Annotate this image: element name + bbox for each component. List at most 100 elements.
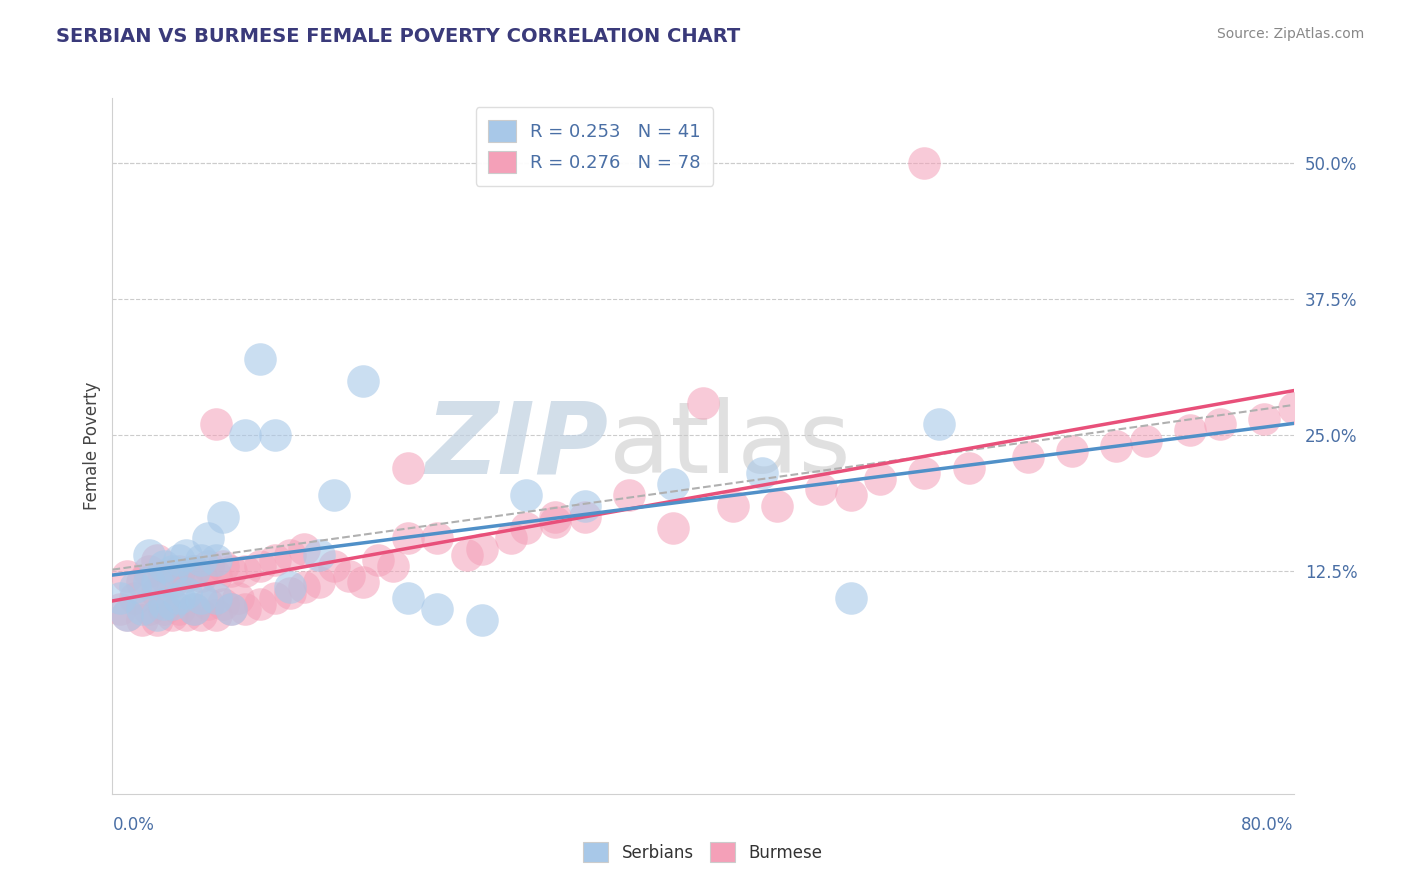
Point xyxy=(278,580,301,594)
Point xyxy=(117,607,138,622)
Point xyxy=(190,569,212,583)
Point xyxy=(183,564,205,578)
Point xyxy=(515,488,537,502)
Text: Source: ZipAtlas.com: Source: ZipAtlas.com xyxy=(1216,27,1364,41)
Point xyxy=(456,548,478,562)
Point xyxy=(124,591,146,606)
Point xyxy=(167,591,190,606)
Point xyxy=(160,564,183,578)
Point xyxy=(219,602,242,616)
Point xyxy=(233,564,256,578)
Point xyxy=(264,591,287,606)
Text: ZIP: ZIP xyxy=(426,398,609,494)
Point xyxy=(396,591,419,606)
Point xyxy=(914,466,936,480)
Point xyxy=(721,499,744,513)
Point xyxy=(219,564,242,578)
Point xyxy=(914,156,936,170)
Point xyxy=(323,488,346,502)
Point xyxy=(810,483,832,497)
Point xyxy=(183,602,205,616)
Point xyxy=(197,558,219,573)
Point xyxy=(131,602,153,616)
Point xyxy=(382,558,405,573)
Point xyxy=(292,580,315,594)
Point xyxy=(692,395,714,409)
Point xyxy=(1105,439,1128,453)
Point xyxy=(212,509,235,524)
Point xyxy=(337,569,360,583)
Point xyxy=(292,542,315,557)
Point xyxy=(138,602,160,616)
Point xyxy=(278,548,301,562)
Point xyxy=(160,574,183,589)
Point xyxy=(367,553,389,567)
Point xyxy=(153,597,176,611)
Point xyxy=(278,586,301,600)
Point xyxy=(160,597,183,611)
Point xyxy=(160,607,183,622)
Point xyxy=(190,591,212,606)
Legend: Serbians, Burmese: Serbians, Burmese xyxy=(576,836,830,869)
Point xyxy=(352,374,374,388)
Point xyxy=(131,613,153,627)
Point xyxy=(1208,417,1232,432)
Point xyxy=(174,569,197,583)
Point xyxy=(167,553,190,567)
Point xyxy=(396,532,419,546)
Point xyxy=(662,477,685,491)
Point xyxy=(249,558,271,573)
Point xyxy=(264,428,287,442)
Point xyxy=(153,602,176,616)
Point xyxy=(138,564,160,578)
Point xyxy=(153,569,176,583)
Point xyxy=(264,553,287,567)
Point xyxy=(544,509,567,524)
Point xyxy=(205,569,228,583)
Point xyxy=(308,574,330,589)
Point xyxy=(426,532,449,546)
Point xyxy=(515,520,537,534)
Point xyxy=(233,428,256,442)
Point xyxy=(662,520,685,534)
Point xyxy=(153,558,176,573)
Point xyxy=(197,532,219,546)
Point xyxy=(212,558,235,573)
Point xyxy=(1062,444,1084,458)
Point xyxy=(1135,434,1157,448)
Point xyxy=(470,542,494,557)
Point xyxy=(869,472,891,486)
Text: 0.0%: 0.0% xyxy=(112,816,155,834)
Point xyxy=(174,586,197,600)
Text: 80.0%: 80.0% xyxy=(1241,816,1294,834)
Point xyxy=(205,591,228,606)
Point xyxy=(146,553,169,567)
Point xyxy=(352,574,374,589)
Point xyxy=(249,597,271,611)
Text: atlas: atlas xyxy=(609,398,851,494)
Point xyxy=(197,597,219,611)
Point xyxy=(544,515,567,529)
Point xyxy=(138,548,160,562)
Point xyxy=(574,509,596,524)
Point xyxy=(146,613,169,627)
Point xyxy=(323,558,346,573)
Point xyxy=(183,602,205,616)
Point xyxy=(957,460,980,475)
Y-axis label: Female Poverty: Female Poverty xyxy=(83,382,101,510)
Point xyxy=(108,591,131,606)
Point xyxy=(619,488,641,502)
Point xyxy=(426,602,449,616)
Point xyxy=(1253,412,1275,426)
Point xyxy=(249,351,271,366)
Point xyxy=(167,564,190,578)
Point xyxy=(138,574,160,589)
Point xyxy=(131,574,153,589)
Point xyxy=(501,532,523,546)
Point xyxy=(1017,450,1039,464)
Point xyxy=(190,553,212,567)
Point xyxy=(574,499,596,513)
Point xyxy=(308,548,330,562)
Point xyxy=(108,602,131,616)
Point xyxy=(167,602,190,616)
